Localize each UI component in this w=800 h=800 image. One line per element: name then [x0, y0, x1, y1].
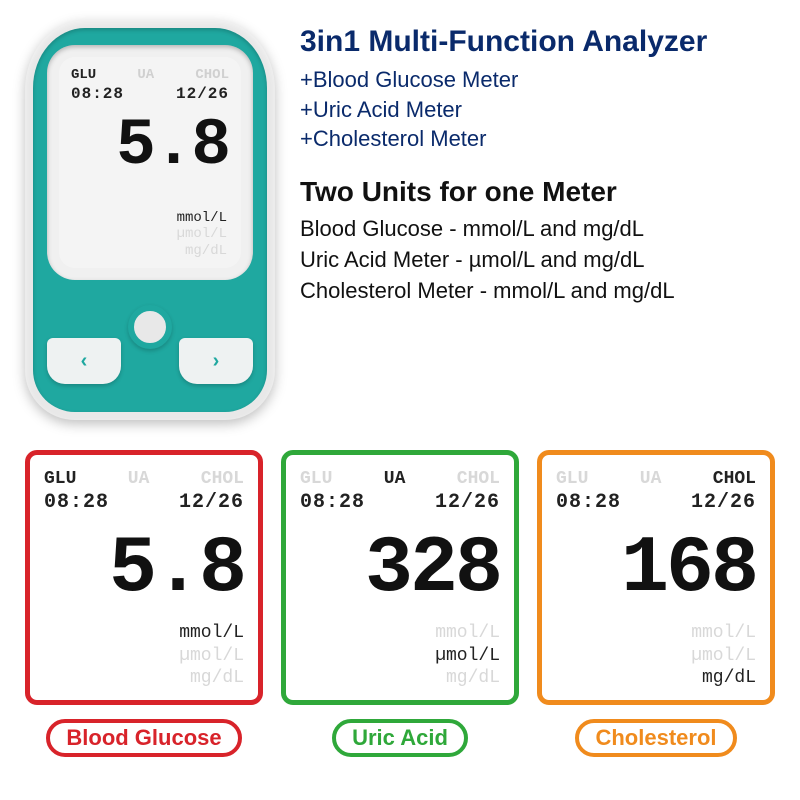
panel-glucose-unit: µmol/L: [44, 645, 244, 668]
panel-uric-mode-chol: CHOL: [457, 469, 500, 489]
panel-uric-mode-ua: UA: [384, 469, 406, 489]
title-units: Two Units for one Meter: [300, 176, 775, 208]
panel-chol-mode-chol: CHOL: [713, 469, 756, 489]
panel-chol-time: 08:28: [556, 491, 621, 514]
left-button[interactable]: ‹: [47, 338, 121, 384]
mode-chol: CHOL: [195, 67, 229, 83]
panel-uric-value: 328: [300, 530, 500, 610]
panel-uric-mode-glu: GLU: [300, 469, 332, 489]
panel-chol-mode-glu: GLU: [556, 469, 588, 489]
panel-uric-unit: mmol/L: [300, 622, 500, 645]
device-date: 12/26: [176, 85, 229, 103]
unit-mmol: mmol/L: [177, 210, 227, 227]
feature-chol: +Cholesterol Meter: [300, 124, 775, 154]
title-3in1: 3in1 Multi-Function Analyzer: [300, 25, 775, 59]
panel-chol-mode-ua: UA: [640, 469, 662, 489]
panel-glucose-mode-chol: CHOL: [201, 469, 244, 489]
panel-glucose-date: 12/26: [179, 491, 244, 514]
panel-glucose-mode-ua: UA: [128, 469, 150, 489]
units-glucose: Blood Glucose - mmol/L and mg/dL: [300, 214, 775, 245]
panel-glucose-unit: mg/dL: [44, 667, 244, 690]
panel-chol: GLU UA CHOL 08:28 12/26 168 mmol/Lµmol/Lmg/dL: [537, 450, 775, 705]
panel-uric-unit: mg/dL: [300, 667, 500, 690]
mode-glu: GLU: [71, 67, 96, 83]
panel-chol-date: 12/26: [691, 491, 756, 514]
units-chol: Cholesterol Meter - mmol/L and mg/dL: [300, 276, 775, 307]
feature-uric: +Uric Acid Meter: [300, 95, 775, 125]
device-time: 08:28: [71, 85, 124, 103]
ok-button[interactable]: [128, 305, 172, 349]
panel-glucose-unit: mmol/L: [44, 622, 244, 645]
panel-glucose-time: 08:28: [44, 491, 109, 514]
panel-uric-unit: µmol/L: [300, 645, 500, 668]
panel-glucose-label: Blood Glucose: [46, 719, 241, 757]
feature-glucose: +Blood Glucose Meter: [300, 65, 775, 95]
panel-chol-unit: mmol/L: [556, 622, 756, 645]
right-button[interactable]: ›: [179, 338, 253, 384]
panel-chol-unit: mg/dL: [556, 667, 756, 690]
panel-glucose: GLU UA CHOL 08:28 12/26 5.8 mmol/Lµmol/Lmg/dL: [25, 450, 263, 705]
result-panels: GLUUACHOL08:2812/265.8mmol/Lµmol/Lmg/dLB…: [25, 450, 775, 757]
panel-uric: GLU UA CHOL 08:28 12/26 328 mmol/Lµmol/Lmg/dL: [281, 450, 519, 705]
panel-chol-label: Cholesterol: [575, 719, 736, 757]
panel-uric-date: 12/26: [435, 491, 500, 514]
panel-uric-time: 08:28: [300, 491, 365, 514]
panel-chol-unit: µmol/L: [556, 645, 756, 668]
mode-ua: UA: [137, 67, 154, 83]
device-value: 5.8: [71, 113, 229, 179]
panel-uric-label: Uric Acid: [332, 719, 468, 757]
panel-glucose-mode-glu: GLU: [44, 469, 76, 489]
unit-mgdl: mg/dL: [177, 243, 227, 260]
panel-chol-value: 168: [556, 530, 756, 610]
device-mockup: GLU UA CHOL 08:28 12/26 5.8 mmol/L µmol/…: [25, 20, 275, 420]
units-uric: Uric Acid Meter - µmol/L and mg/dL: [300, 245, 775, 276]
unit-umol: µmol/L: [177, 226, 227, 243]
device-screen: GLU UA CHOL 08:28 12/26 5.8 mmol/L µmol/…: [59, 57, 241, 268]
info-block: 3in1 Multi-Function Analyzer +Blood Gluc…: [300, 20, 775, 420]
panel-glucose-value: 5.8: [44, 530, 244, 610]
